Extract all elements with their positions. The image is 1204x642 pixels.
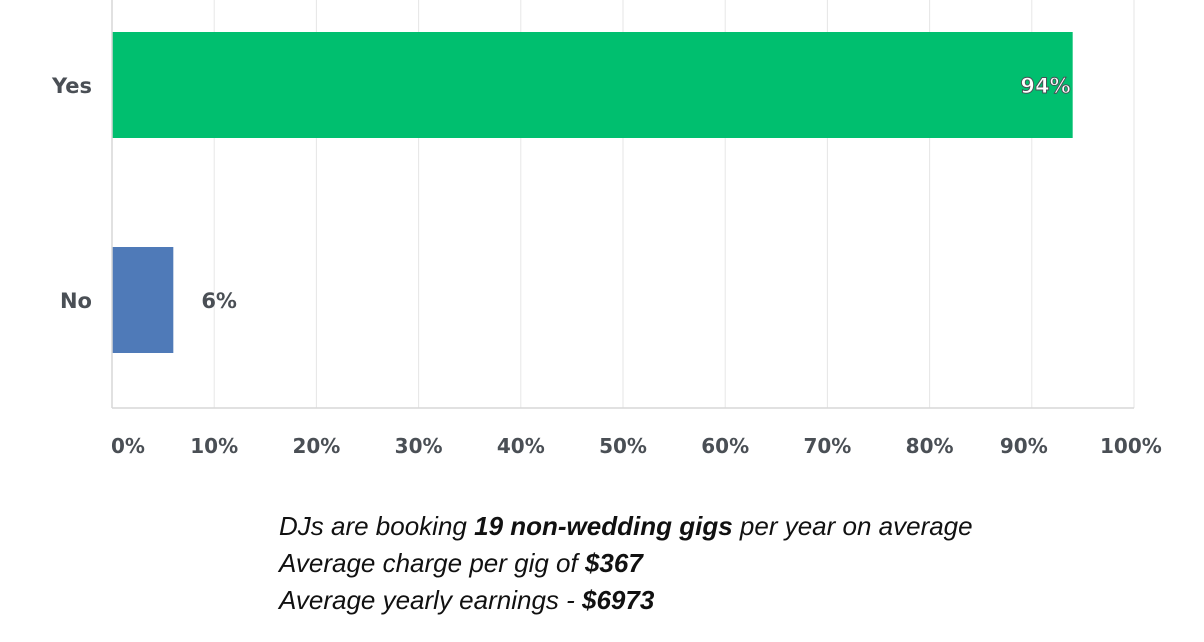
x-tick-label: 10% [190, 434, 238, 458]
caption-line1-text-end: per year on average [732, 511, 973, 541]
value-label-yes: 94% [1020, 74, 1070, 98]
bar-chart: 0% 10% 20% 30% 40% 50% 60% 70% 80% 90% 100% Yes 94%… [51, 0, 1162, 458]
category-label-yes: Yes [51, 74, 92, 98]
caption-line2-highlight: $367 [584, 548, 643, 578]
caption-line3-highlight: $6973 [582, 585, 655, 615]
x-tick-label: 20% [292, 434, 340, 458]
x-axis: 0% 10% 20% 30% 40% 50% 60% 70% 80% 90% 100% [111, 0, 1162, 458]
x-tick-label: 40% [497, 434, 545, 458]
x-tick-label: 0% [111, 434, 145, 458]
caption-line-earnings: Average yearly earnings - $6973 [279, 582, 973, 619]
caption: DJs are booking 19 non-wedding gigs per … [279, 508, 973, 619]
x-tick-label: 60% [701, 434, 749, 458]
x-tick-label: 90% [1000, 434, 1048, 458]
caption-line3-text: Average yearly earnings - [279, 585, 583, 615]
caption-line1-highlight: 19 non-wedding gigs [474, 511, 733, 541]
x-tick-label: 70% [803, 434, 851, 458]
bars [112, 32, 1073, 353]
category-label-no: No [60, 289, 92, 313]
x-tick-label: 80% [906, 434, 954, 458]
bar-no [112, 247, 174, 353]
x-tick-label: 100% [1100, 434, 1162, 458]
caption-line-charge: Average charge per gig of $367 [279, 545, 973, 582]
x-tick-label: 50% [599, 434, 647, 458]
caption-line2-text: Average charge per gig of [279, 548, 585, 578]
bar-yes [112, 32, 1073, 138]
caption-line-booking: DJs are booking 19 non-wedding gigs per … [279, 508, 973, 545]
labels: Yes 94% No 6% [51, 74, 1071, 313]
value-label-no: 6% [201, 289, 237, 313]
caption-line1-text: DJs are booking [279, 511, 475, 541]
x-tick-label: 30% [395, 434, 443, 458]
